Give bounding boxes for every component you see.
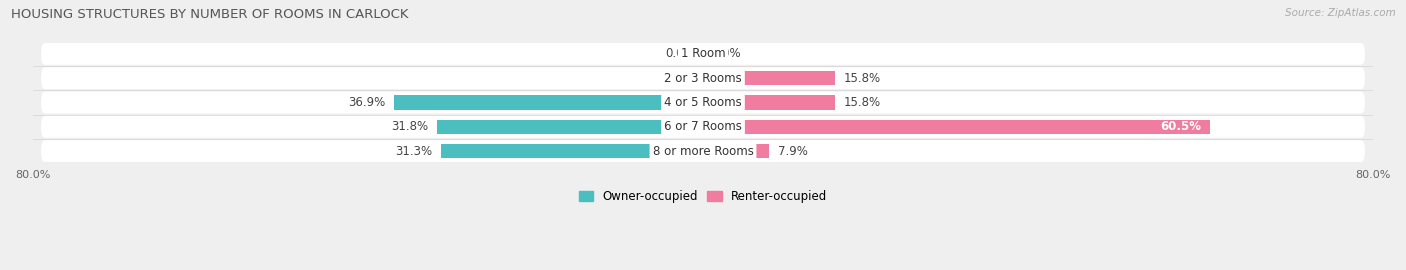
Text: 31.3%: 31.3%: [395, 145, 433, 158]
FancyBboxPatch shape: [41, 116, 1365, 138]
Text: 7.9%: 7.9%: [778, 145, 807, 158]
Bar: [436, 120, 703, 134]
FancyBboxPatch shape: [41, 140, 1365, 162]
Text: 15.8%: 15.8%: [844, 96, 882, 109]
Bar: [703, 144, 769, 158]
Text: 8 or more Rooms: 8 or more Rooms: [652, 145, 754, 158]
FancyBboxPatch shape: [41, 67, 1365, 89]
Bar: [440, 144, 703, 158]
Text: 0.0%: 0.0%: [711, 47, 741, 60]
Text: 2 or 3 Rooms: 2 or 3 Rooms: [664, 72, 742, 85]
Text: 4 or 5 Rooms: 4 or 5 Rooms: [664, 96, 742, 109]
FancyBboxPatch shape: [41, 43, 1365, 65]
Text: 1 Room: 1 Room: [681, 47, 725, 60]
Text: 60.5%: 60.5%: [1160, 120, 1202, 133]
Text: 0.0%: 0.0%: [665, 47, 695, 60]
Bar: [703, 120, 1211, 134]
Text: Source: ZipAtlas.com: Source: ZipAtlas.com: [1285, 8, 1396, 18]
Bar: [703, 96, 835, 110]
Text: 15.8%: 15.8%: [844, 72, 882, 85]
Text: 36.9%: 36.9%: [349, 96, 385, 109]
FancyBboxPatch shape: [41, 92, 1365, 113]
Text: HOUSING STRUCTURES BY NUMBER OF ROOMS IN CARLOCK: HOUSING STRUCTURES BY NUMBER OF ROOMS IN…: [11, 8, 409, 21]
Legend: Owner-occupied, Renter-occupied: Owner-occupied, Renter-occupied: [574, 185, 832, 208]
Text: 31.8%: 31.8%: [391, 120, 429, 133]
Bar: [703, 71, 835, 85]
Text: 0.0%: 0.0%: [665, 72, 695, 85]
Bar: [394, 96, 703, 110]
Text: 6 or 7 Rooms: 6 or 7 Rooms: [664, 120, 742, 133]
